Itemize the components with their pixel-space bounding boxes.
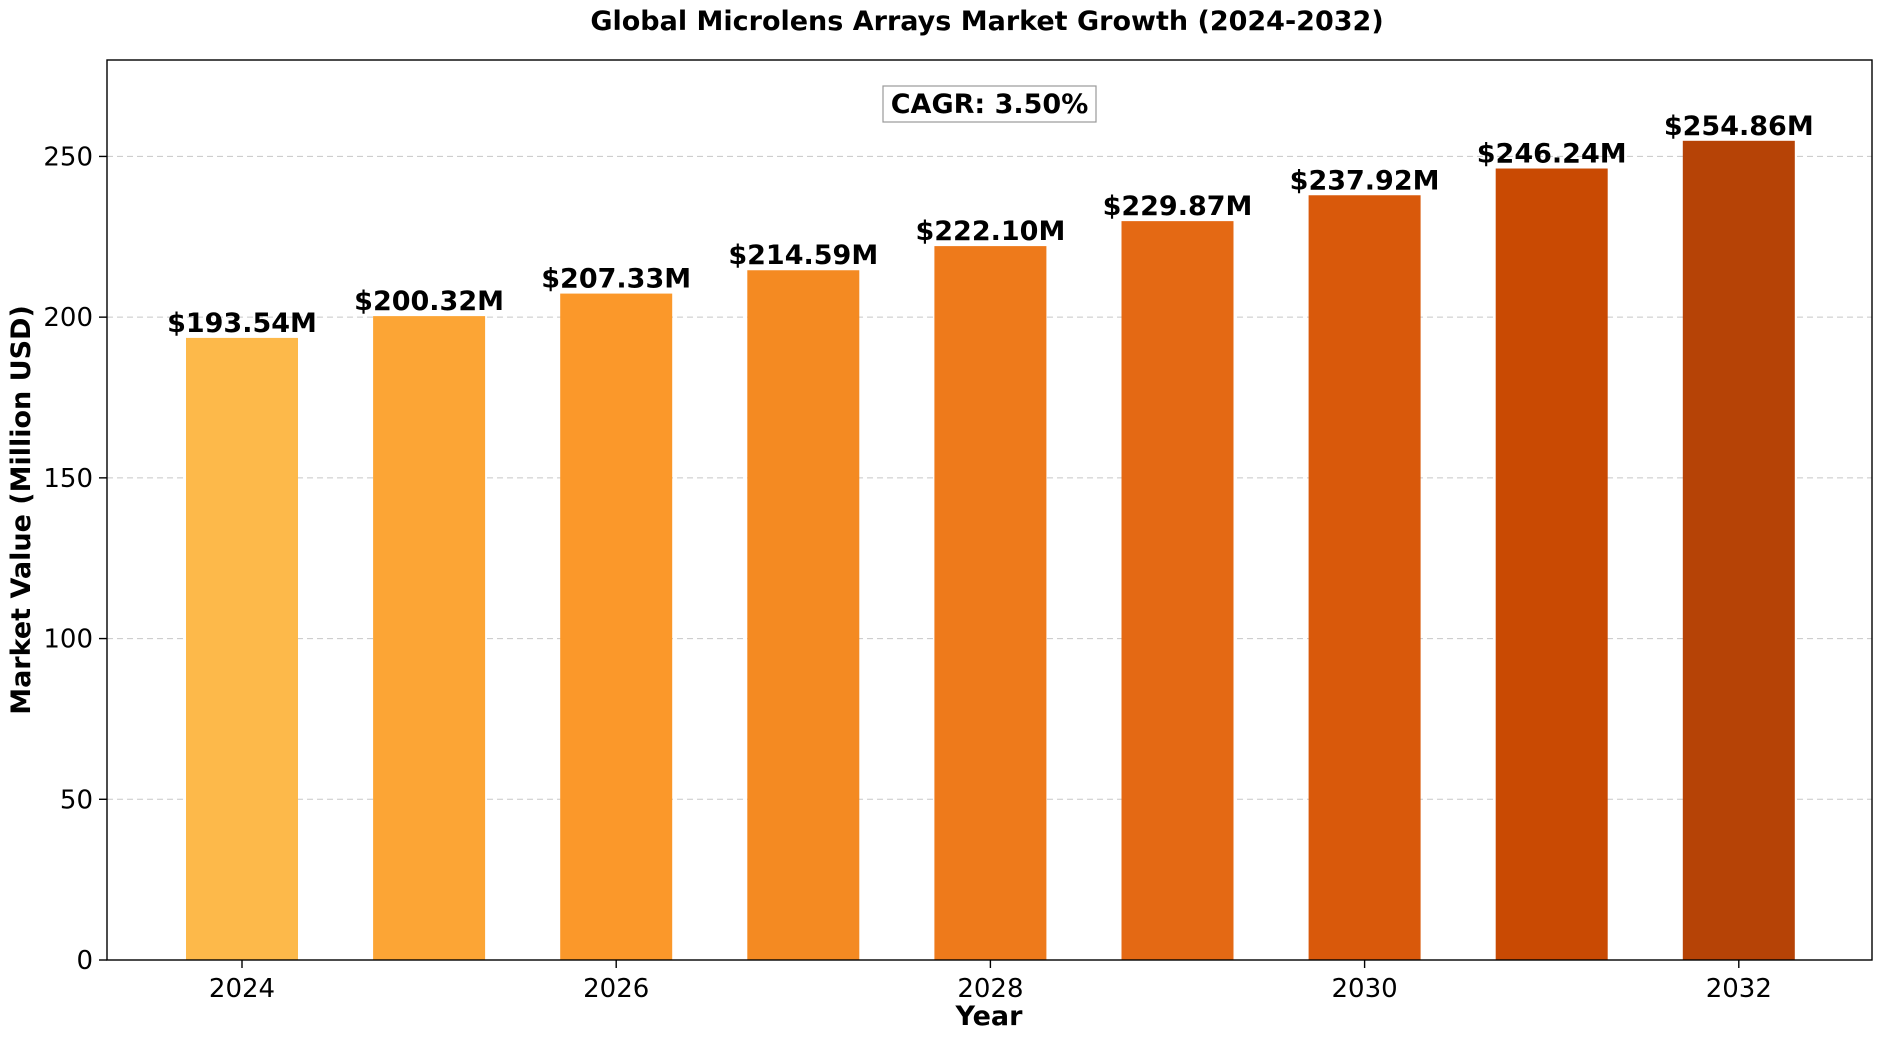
bar-2030 xyxy=(1308,195,1421,960)
bar-value-label: $229.87M xyxy=(1103,191,1253,222)
bar-2029 xyxy=(1121,221,1234,960)
y-axis-label: Market Value (Million USD) xyxy=(6,305,37,715)
bar-value-label: $237.92M xyxy=(1290,165,1440,196)
x-tick-label: 2030 xyxy=(1332,974,1398,1004)
x-axis-label: Year xyxy=(955,1001,1024,1032)
bar-2031 xyxy=(1495,168,1608,960)
y-tick-label: 250 xyxy=(43,142,93,172)
x-axis: 2024 2026 2028 2030 2032 xyxy=(209,960,1772,1004)
y-tick-label: 50 xyxy=(60,785,93,815)
bar-value-label: $254.86M xyxy=(1664,111,1814,142)
cagr-annotation-box xyxy=(882,85,1097,123)
bar-2032 xyxy=(1682,140,1795,961)
bars xyxy=(186,140,1795,961)
y-axis: 0 50 100 150 200 250 xyxy=(43,142,107,976)
bar-value-label: $246.24M xyxy=(1477,139,1627,170)
bar-value-label: $214.59M xyxy=(728,240,878,271)
bar-value-label: $222.10M xyxy=(915,216,1065,247)
plot-frame xyxy=(106,59,1873,961)
y-tick-label: 100 xyxy=(43,625,93,655)
bar-2025 xyxy=(373,316,486,961)
x-tick-label: 2028 xyxy=(957,974,1023,1004)
bar-2028 xyxy=(934,246,1047,960)
chart-title: Global Microlens Arrays Market Growth (2… xyxy=(590,6,1383,37)
x-tick-label: 2024 xyxy=(209,974,275,1004)
bar-2026 xyxy=(560,293,673,960)
x-tick-label: 2032 xyxy=(1706,974,1772,1004)
value-labels: $193.54M $200.32M $207.33M $214.59M $222.10M… xyxy=(167,111,1814,339)
bar-2024 xyxy=(186,337,298,961)
x-tick-label: 2026 xyxy=(583,974,649,1004)
bar-value-label: $193.54M xyxy=(167,308,317,339)
y-tick-label: 0 xyxy=(76,946,93,976)
y-tick-label: 200 xyxy=(43,303,93,333)
bar-2027 xyxy=(747,270,860,960)
bar-value-label: $207.33M xyxy=(541,264,691,295)
bar-value-label: $200.32M xyxy=(354,286,504,317)
cagr-annotation: CAGR: 3.50% xyxy=(882,85,1097,123)
cagr-annotation-text: CAGR: 3.50% xyxy=(891,89,1089,120)
y-tick-label: 150 xyxy=(43,464,93,494)
